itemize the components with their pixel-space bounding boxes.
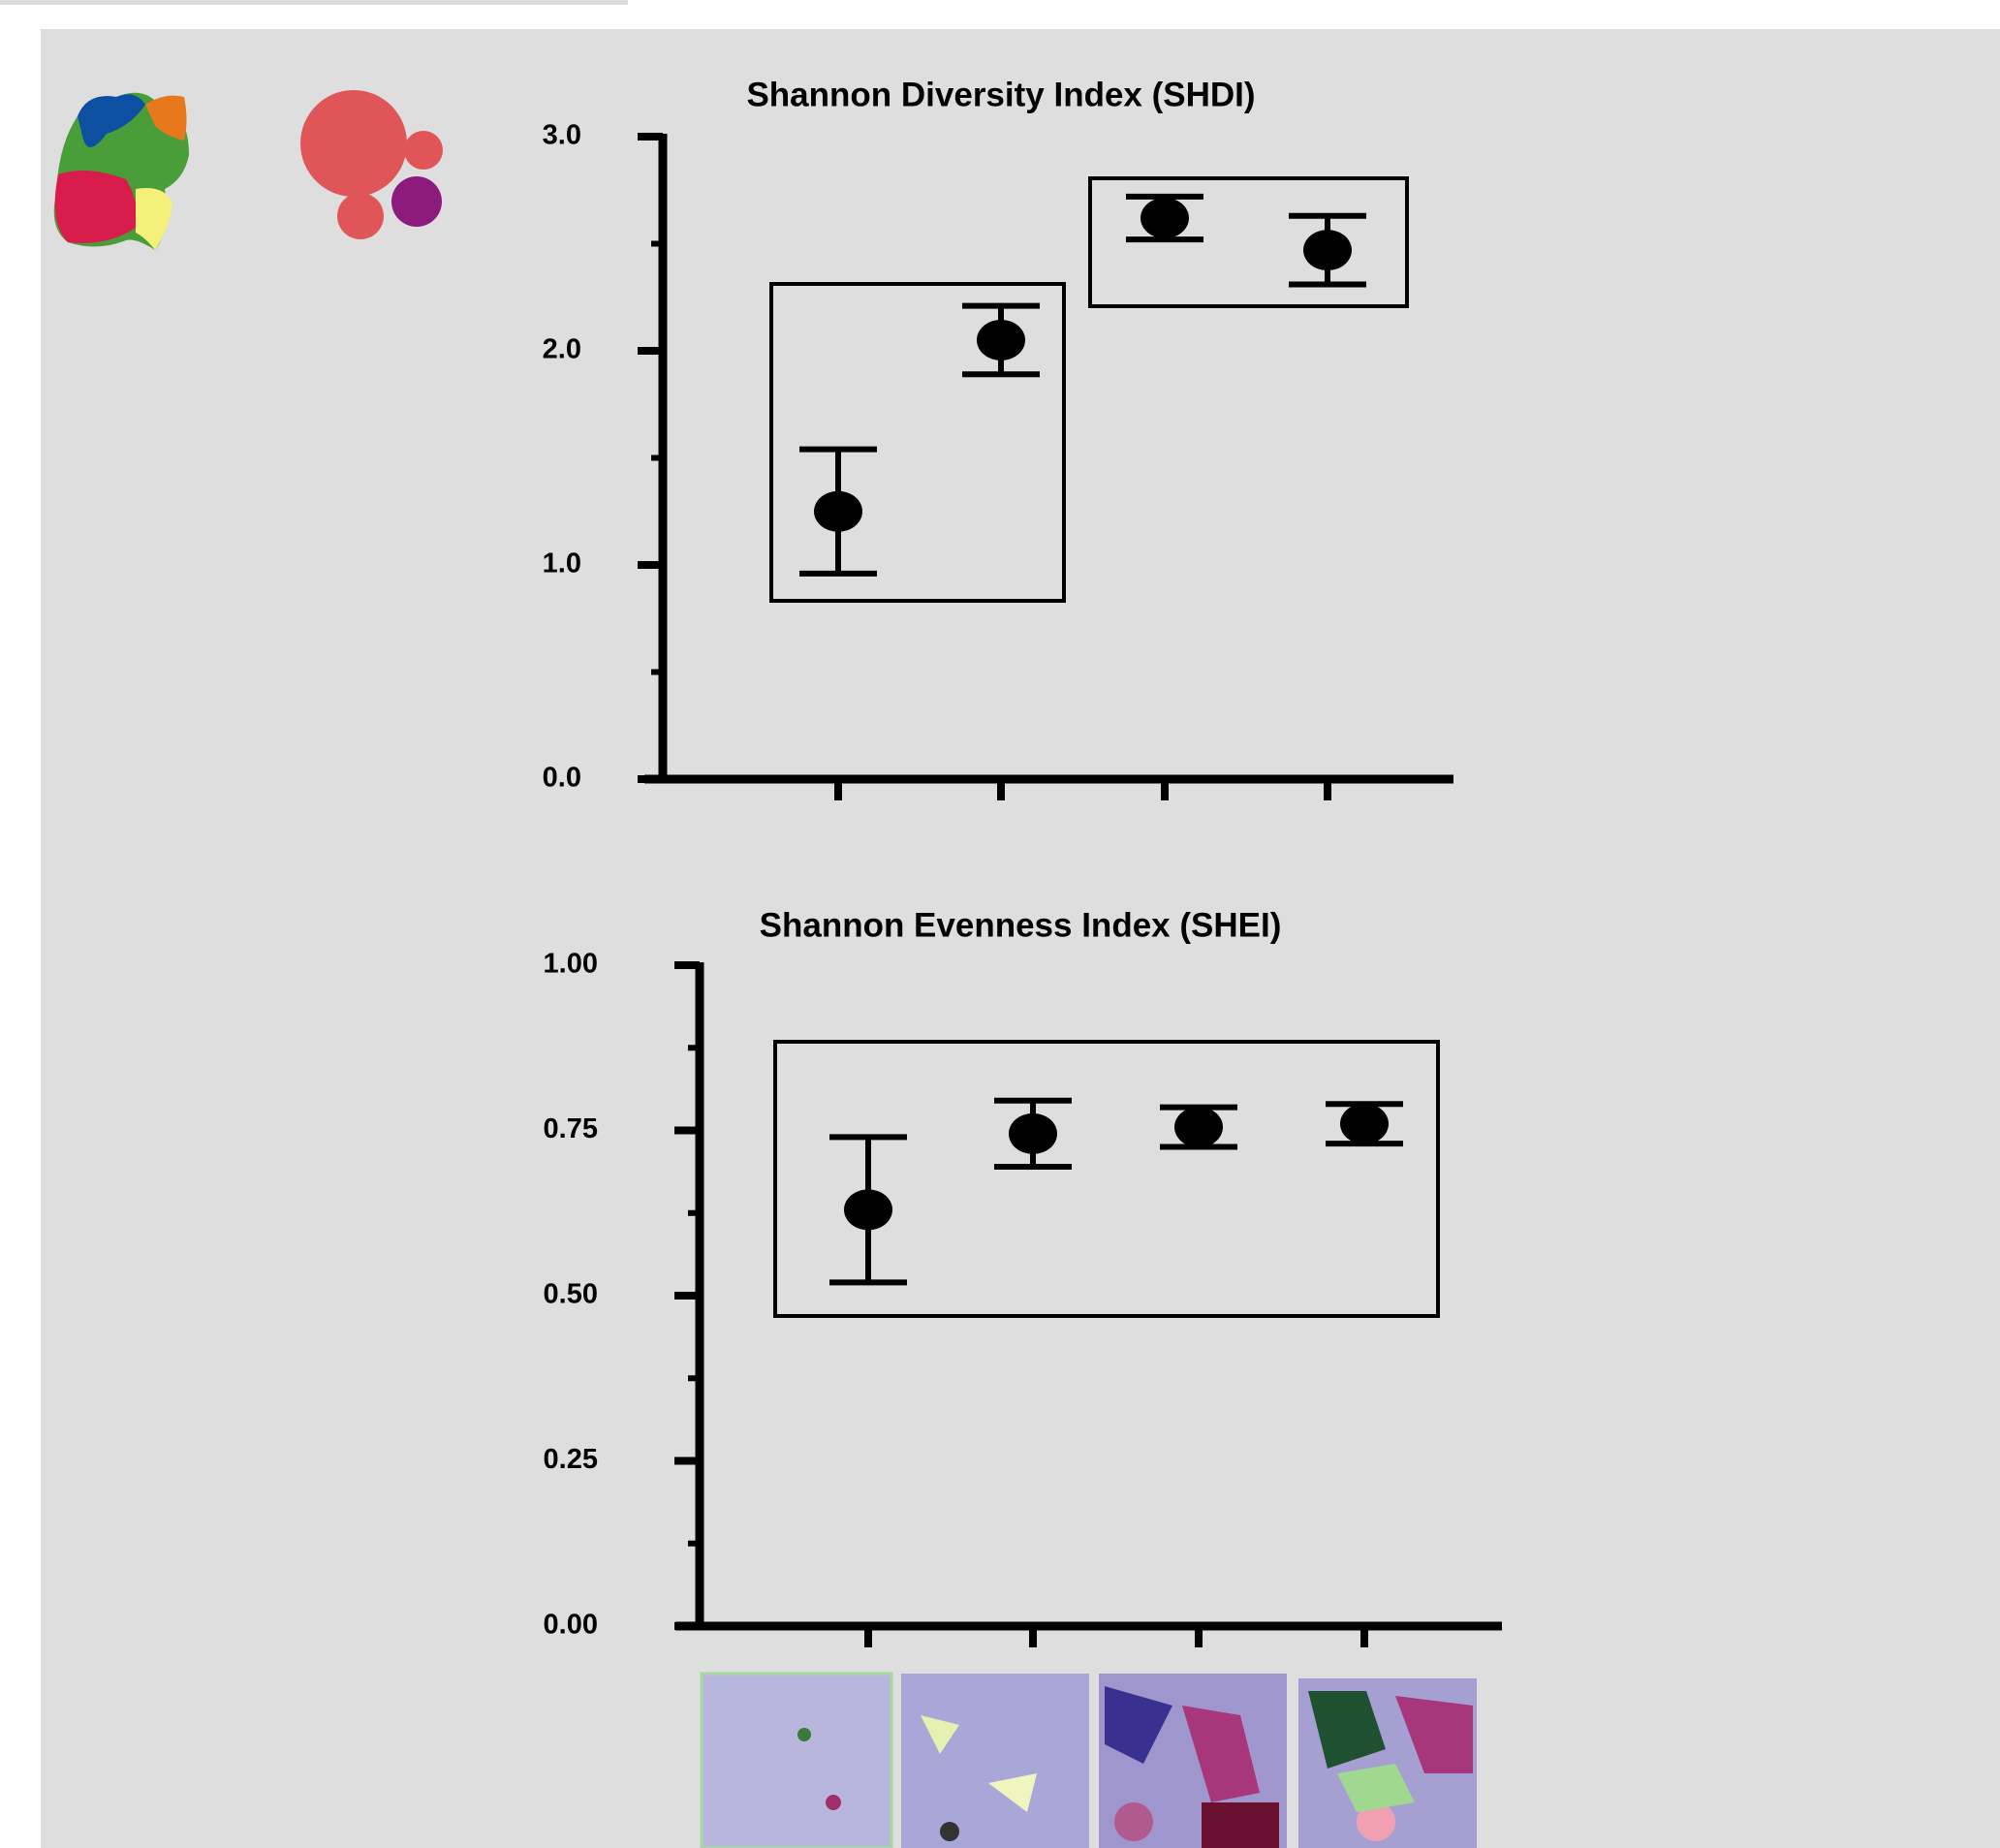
point (977, 320, 1025, 360)
point (1340, 1104, 1389, 1144)
y-tick-label: 0.25 (544, 1444, 598, 1475)
point (844, 1189, 892, 1230)
point (1174, 1107, 1223, 1147)
y-tick-label: 0.0 (543, 763, 581, 794)
page: Shannon Diversity Index (SHDI) 0.0 1.0 2.0 3… (0, 0, 2000, 1848)
point (814, 491, 862, 532)
thumbnails (702, 1674, 1477, 1848)
point (1141, 198, 1189, 238)
chart-title: Shannon Diversity Index (SHDI) (746, 76, 1255, 113)
point (1009, 1113, 1057, 1154)
y-tick-label: 1.0 (543, 548, 581, 579)
y-tick-label: 1.00 (544, 949, 598, 980)
y-tick-label: 2.0 (543, 334, 581, 365)
y-tick-label: 0.50 (544, 1279, 598, 1310)
y-tick-label: 0.75 (544, 1113, 598, 1144)
top-strip (0, 0, 628, 5)
y-tick-label: 0.00 (544, 1610, 598, 1641)
y-tick-label: 3.0 (543, 120, 581, 151)
point (1303, 230, 1352, 270)
chart-title: Shannon Evenness Index (SHEI) (760, 906, 1282, 944)
